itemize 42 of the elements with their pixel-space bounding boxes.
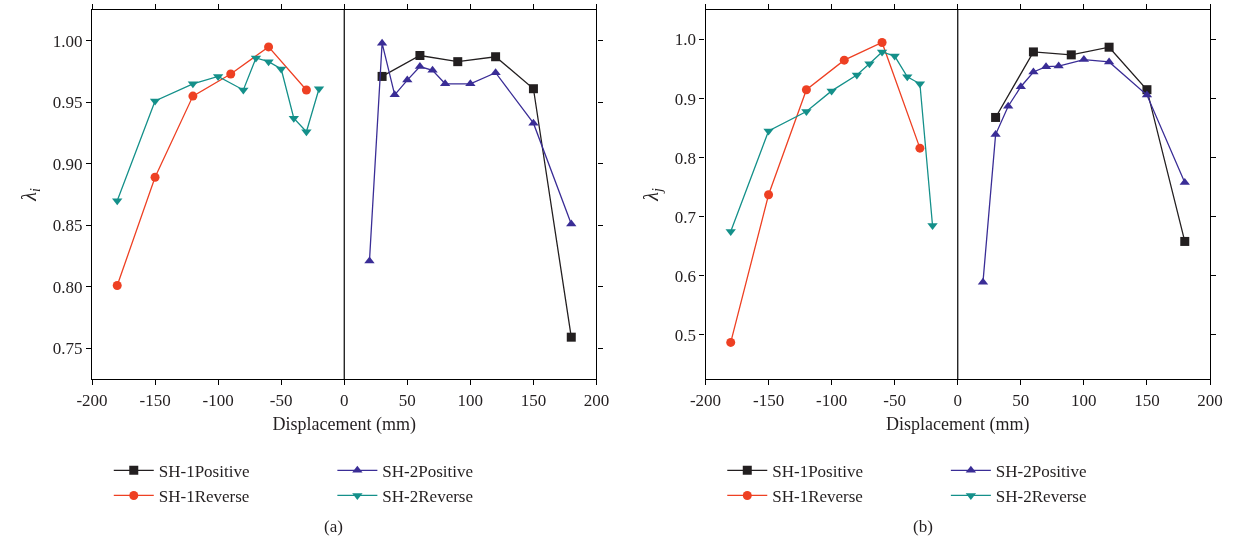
x-tick-label: -100 (202, 390, 234, 410)
legend-label: SH-1Reverse (158, 487, 250, 507)
x-tick-label: -50 (883, 390, 907, 410)
legend-label: SH-1Positive (772, 461, 863, 481)
x-axis-title: Displacement (mm) (886, 413, 1030, 435)
legend-label: SH-1Positive (158, 461, 250, 481)
y-tick-label: 1.00 (52, 31, 83, 51)
x-tick-label: -100 (816, 390, 848, 410)
y-tick-label: 1.0 (674, 30, 696, 50)
legend-label: SH-1Reverse (772, 487, 863, 507)
y-tick-label: 0.75 (52, 339, 83, 359)
x-tick-label: -150 (752, 390, 785, 410)
legend-label: SH-2Positive (382, 461, 474, 481)
x-tick-label: 50 (1012, 390, 1030, 410)
y-tick-label: 0.7 (674, 207, 697, 227)
text: (a) (324, 517, 343, 536)
x-tick-label: 200 (1197, 390, 1223, 410)
x-tick-label: 0 (340, 390, 349, 410)
y-tick-label: 0.80 (52, 277, 83, 297)
y-tick-label: 0.85 (52, 216, 83, 236)
legend-label: SH-2Positive (995, 461, 1087, 481)
x-tick-label: -50 (269, 390, 293, 410)
x-tick-label: 50 (398, 390, 416, 410)
x-tick-label: 100 (457, 390, 484, 410)
legend-label: SH-2Reverse (995, 487, 1087, 507)
y-tick-label: 0.95 (52, 93, 83, 113)
y-tick-label: 0.90 (52, 154, 83, 174)
legend-label: SH-2Reverse (382, 487, 474, 507)
x-tick-label: 0 (953, 390, 962, 410)
x-axis-title: Displacement (mm) (272, 413, 416, 435)
y-tick-label: 0.9 (674, 89, 696, 109)
x-tick-label: -200 (76, 390, 108, 410)
y-tick-label: 0.5 (674, 325, 696, 345)
x-tick-label: -200 (689, 390, 722, 410)
text: (b) (913, 517, 933, 536)
y-tick-label: 0.8 (674, 148, 696, 168)
x-tick-label: 150 (1134, 390, 1160, 410)
y-tick-label: 0.6 (674, 266, 696, 286)
x-tick-label: -150 (139, 390, 171, 410)
x-tick-label: 100 (1071, 390, 1097, 410)
x-tick-label: 150 (520, 390, 547, 410)
x-tick-label: 200 (583, 390, 610, 410)
